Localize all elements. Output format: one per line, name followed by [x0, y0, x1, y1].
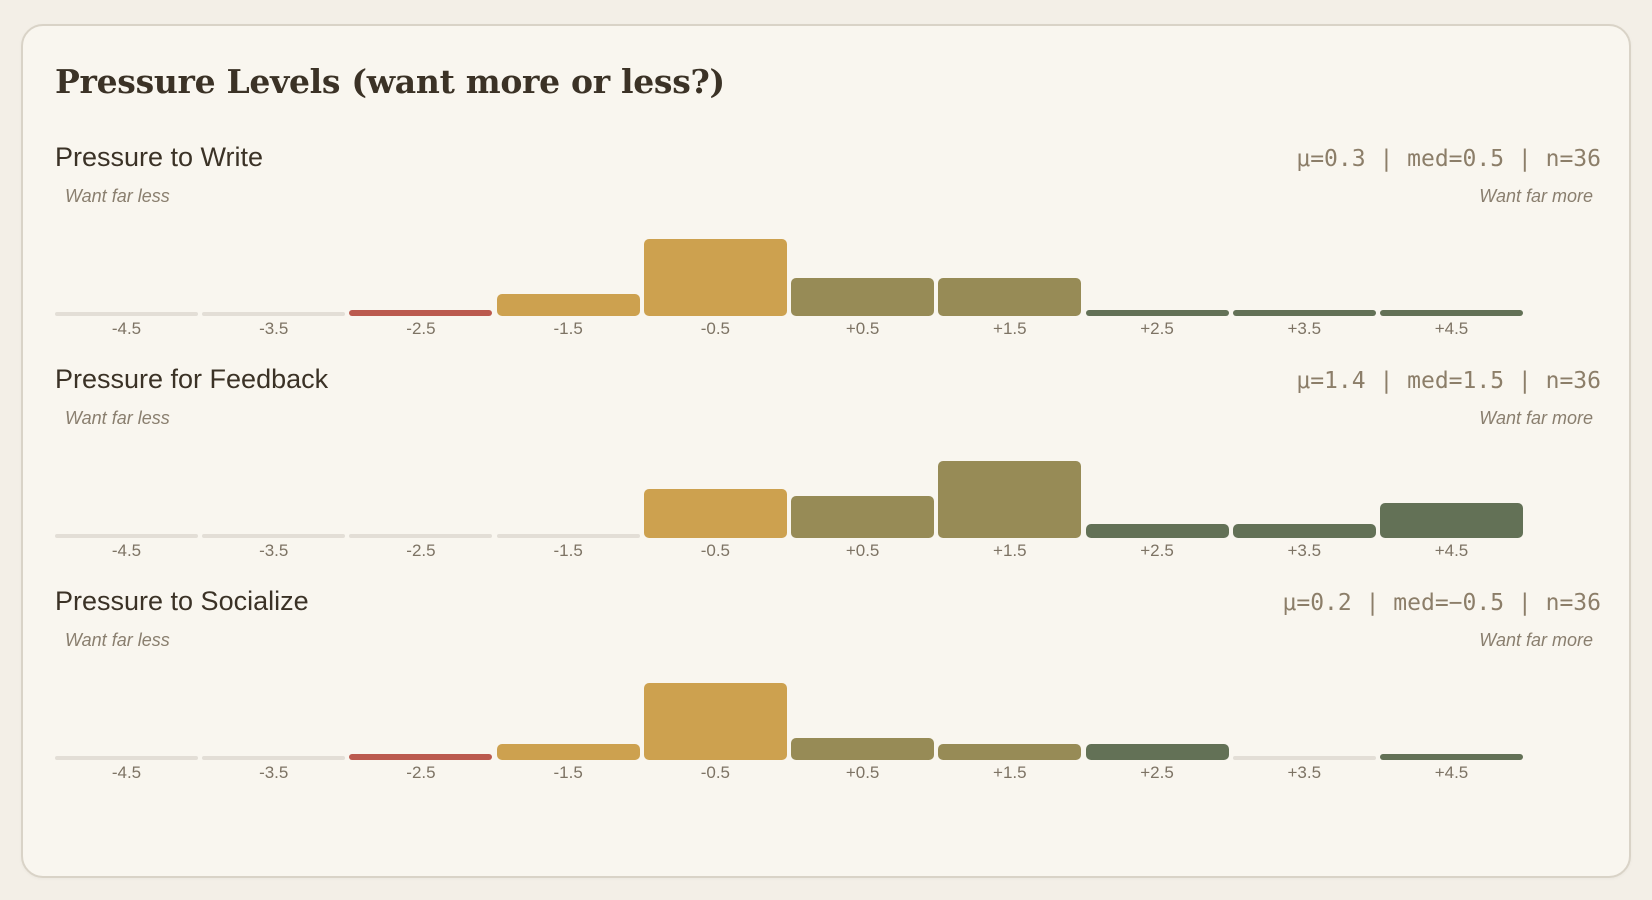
x-tick-label: -4.5 — [111, 763, 142, 782]
histogram-bar — [349, 310, 493, 316]
bars-area: -4.5 -3.5 -2.5 -1.5 -0.5 +0.5 +1.5 +2.5 +3.5 +4.5 — [55, 212, 1601, 352]
x-tick-label: -2.5 — [406, 541, 436, 560]
stats-readout: μ=0.2 | med=−0.5 | n=36 — [1282, 590, 1602, 616]
x-tick-label: +2.5 — [1140, 763, 1174, 782]
histogram-bar — [1379, 310, 1523, 316]
histogram-bar — [202, 534, 346, 538]
x-tick-label: +3.5 — [1287, 319, 1322, 338]
histogram-bar — [496, 294, 640, 316]
histogram-bar — [55, 534, 198, 538]
histogram-bar — [1379, 754, 1523, 760]
x-tick-label: +1.5 — [993, 319, 1027, 338]
x-tick-label: -0.5 — [700, 763, 731, 782]
stats-readout: μ=1.4 | med=1.5 | n=36 — [1296, 368, 1601, 394]
histogram-bar — [791, 738, 935, 760]
histogram-bar — [1085, 743, 1229, 760]
x-tick-label: +2.5 — [1140, 319, 1174, 338]
histogram-bar — [791, 277, 935, 316]
chart-card: Pressure Levels (want more or less?) Pre… — [21, 24, 1631, 878]
x-tick-label: -1.5 — [553, 763, 583, 782]
x-tick-label: +4.5 — [1434, 763, 1469, 782]
x-tick-label: +0.5 — [845, 319, 880, 338]
x-tick-label: +1.5 — [993, 541, 1027, 560]
x-tick-label: +3.5 — [1287, 763, 1322, 782]
left-anchor-label: Want far less — [65, 408, 170, 428]
histogram-bar — [1232, 310, 1376, 316]
chart-pressure-to-socialize: Pressure to Socialize μ=0.2 | med=−0.5 |… — [55, 586, 1601, 808]
histogram-bar — [202, 756, 346, 760]
histogram-bar — [643, 489, 787, 538]
right-anchor-label: Want far more — [1479, 186, 1593, 206]
histogram-bar — [938, 277, 1082, 316]
histogram-bar — [643, 683, 787, 760]
histogram-bar — [1379, 503, 1523, 538]
stats-readout: μ=0.3 | med=0.5 | n=36 — [1296, 146, 1601, 172]
left-anchor-label: Want far less — [65, 186, 170, 206]
x-tick-label: +4.5 — [1434, 319, 1469, 338]
chart-title: Pressure for Feedback — [55, 364, 329, 394]
x-tick-label: -1.5 — [553, 319, 583, 338]
x-tick-label: -3.5 — [259, 319, 289, 338]
chart-pressure-to-write: Pressure to Write μ=0.3 | med=0.5 | n=36… — [55, 142, 1601, 364]
histogram-bar — [1085, 310, 1229, 316]
histogram-bar — [202, 312, 346, 316]
histogram-bar — [349, 534, 493, 538]
chart-title: Pressure to Write — [55, 142, 264, 172]
histogram-bar — [55, 312, 198, 316]
histogram-bar — [938, 743, 1082, 760]
x-tick-label: -0.5 — [700, 541, 731, 560]
x-tick-label: -3.5 — [259, 541, 289, 560]
x-tick-label: -0.5 — [700, 319, 731, 338]
histogram-bar — [55, 756, 198, 760]
x-tick-label: +0.5 — [845, 541, 880, 560]
x-tick-label: +3.5 — [1287, 541, 1322, 560]
page-title: Pressure Levels (want more or less?) — [55, 62, 725, 101]
x-tick-label: -1.5 — [553, 541, 583, 560]
histogram-bar — [1232, 756, 1376, 760]
x-tick-label: -4.5 — [111, 541, 142, 560]
chart-title: Pressure to Socialize — [55, 586, 309, 616]
x-tick-label: +1.5 — [993, 763, 1027, 782]
histogram-bar — [791, 496, 935, 538]
right-anchor-label: Want far more — [1479, 408, 1593, 428]
histogram-bar — [496, 743, 640, 760]
left-anchor-label: Want far less — [65, 630, 170, 650]
histogram-bar — [1232, 524, 1376, 538]
x-tick-label: +2.5 — [1140, 541, 1174, 560]
histogram-bar — [496, 534, 640, 538]
bars-area: -4.5 -3.5 -2.5 -1.5 -0.5 +0.5 +1.5 +2.5 +3.5 +4.5 — [55, 434, 1601, 574]
x-tick-label: -3.5 — [259, 763, 289, 782]
histogram-bar — [349, 754, 493, 760]
x-tick-label: +0.5 — [845, 763, 880, 782]
chart-pressure-for-feedback: Pressure for Feedback μ=1.4 | med=1.5 | … — [55, 364, 1601, 586]
histogram-bar — [1085, 524, 1229, 538]
x-tick-label: -4.5 — [111, 319, 142, 338]
histogram-bar — [643, 239, 787, 316]
histogram-bar — [938, 461, 1082, 538]
right-anchor-label: Want far more — [1479, 630, 1593, 650]
x-tick-label: -2.5 — [406, 763, 436, 782]
x-tick-label: +4.5 — [1434, 541, 1469, 560]
x-tick-label: -2.5 — [406, 319, 436, 338]
bars-area: -4.5 -3.5 -2.5 -1.5 -0.5 +0.5 +1.5 +2.5 +3.5 +4.5 — [55, 656, 1601, 796]
